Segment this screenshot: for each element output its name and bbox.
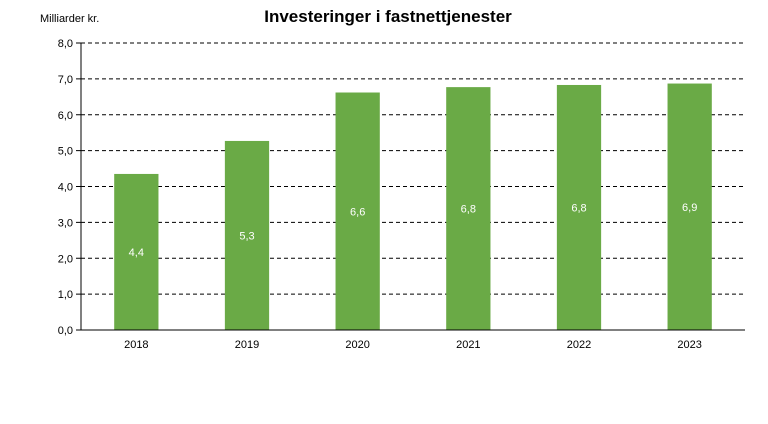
bars xyxy=(114,83,712,330)
bar xyxy=(556,84,602,330)
y-tick-label: 5,0 xyxy=(58,146,73,158)
y-tick-label: 6,0 xyxy=(58,110,73,122)
x-tick-labels: 2018 2019 2020 2021 2022 2023 xyxy=(124,339,702,351)
y-axis-unit-label: Milliarder kr. xyxy=(40,13,99,25)
data-label: 6,8 xyxy=(571,202,586,214)
data-labels: 4,4 5,3 6,6 6,8 6,8 6,9 xyxy=(129,202,698,259)
x-tick-label: 2020 xyxy=(345,339,369,351)
y-tick-label: 3,0 xyxy=(58,217,73,229)
gridlines xyxy=(81,42,745,295)
x-tick-label: 2021 xyxy=(456,339,480,351)
data-label: 4,4 xyxy=(129,247,144,259)
y-tick-label: 2,0 xyxy=(58,253,73,265)
bar xyxy=(114,173,159,330)
bar xyxy=(335,92,380,330)
y-tick-label: 0,0 xyxy=(58,325,73,337)
axes xyxy=(76,42,745,331)
y-tick-label: 8,0 xyxy=(58,38,73,50)
chart-title: Investeringer i fastnettjenester xyxy=(264,7,512,26)
x-tick-label: 2022 xyxy=(567,339,591,351)
data-label: 5,3 xyxy=(239,230,254,242)
bar xyxy=(224,140,270,330)
bar xyxy=(667,83,712,330)
x-tick-label: 2018 xyxy=(124,339,148,351)
data-label: 6,8 xyxy=(461,204,476,216)
y-tick-label: 1,0 xyxy=(58,289,73,301)
y-tick-label: 4,0 xyxy=(58,182,73,194)
y-tick-label: 7,0 xyxy=(58,74,73,86)
data-label: 6,6 xyxy=(350,206,365,218)
data-label: 6,9 xyxy=(682,202,697,214)
x-tick-label: 2023 xyxy=(677,339,701,351)
y-tick-labels: 0,0 1,0 2,0 3,0 4,0 5,0 6,0 7,0 8,0 xyxy=(58,38,73,337)
x-tick-label: 2019 xyxy=(235,339,259,351)
bar xyxy=(446,87,491,330)
